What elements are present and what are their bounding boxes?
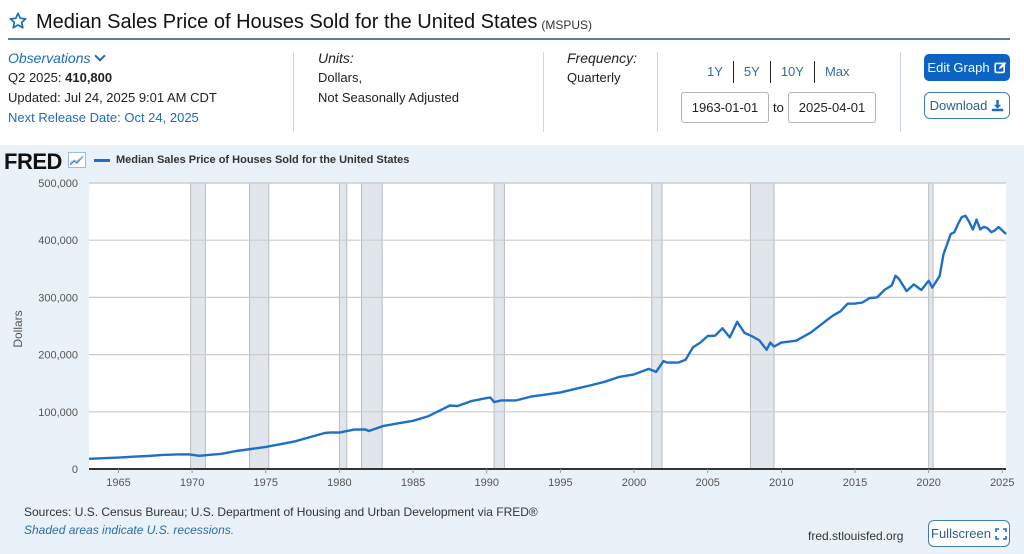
- latest-value: 410,800: [65, 70, 113, 85]
- range-1y[interactable]: 1Y: [707, 64, 723, 79]
- recession-band: [361, 182, 383, 470]
- range-shortcuts: 1Y 5Y 10Y Max: [697, 61, 860, 83]
- divider: [293, 52, 294, 132]
- y-tick-label: 500,000: [38, 178, 78, 190]
- recession-band: [493, 182, 505, 470]
- divider: [813, 61, 815, 83]
- recession-band: [338, 182, 348, 470]
- x-tick-label: 2025: [990, 477, 1014, 489]
- units-line-2: Not Seasonally Adjusted: [318, 90, 459, 105]
- x-tick-label: 1995: [548, 477, 572, 489]
- x-tick-label: 1985: [401, 477, 425, 489]
- edit-graph-label: Edit Graph: [927, 60, 990, 75]
- fullscreen-button[interactable]: Fullscreen: [928, 520, 1010, 547]
- fullscreen-icon: [995, 527, 1007, 540]
- chevron-down-icon: [94, 50, 107, 62]
- y-tick-label: 400,000: [38, 235, 78, 247]
- y-tick-label: 0: [72, 464, 78, 476]
- download-button[interactable]: Download: [924, 92, 1010, 119]
- plot-background: [89, 183, 1006, 469]
- legend-swatch: [94, 158, 110, 162]
- chart-panel: FRED Median Sales Price of Houses Sold f…: [0, 145, 1024, 554]
- divider: [900, 52, 901, 132]
- next-release-link[interactable]: Next Release Date: Oct 24, 2025: [8, 110, 199, 125]
- frequency-label: Frequency:: [567, 50, 638, 66]
- updated-text: Updated: Jul 24, 2025 9:01 AM CDT: [8, 90, 217, 105]
- latest-period: Q2 2025:: [8, 70, 62, 85]
- download-label: Download: [929, 98, 988, 113]
- series-metadata: Observations Q2 2025: 410,800 Updated: J…: [0, 50, 1024, 134]
- series-code: (MSPUS): [541, 17, 593, 32]
- sources-text: Sources: U.S. Census Bureau; U.S. Depart…: [24, 505, 538, 519]
- edit-graph-button[interactable]: Edit Graph: [924, 54, 1010, 81]
- line-chart: 0 100,000 200,000 300,000 400,000 500,000 196…: [11, 178, 1015, 489]
- observations-column: Observations Q2 2025: 410,800 Updated: J…: [8, 50, 217, 130]
- units-column: Units: Dollars, Not Seasonally Adjusted: [318, 50, 459, 110]
- frequency-value: Quarterly: [567, 70, 621, 85]
- x-tick-label: 1965: [106, 477, 130, 489]
- recession-band: [928, 182, 934, 470]
- range-10y[interactable]: 10Y: [780, 64, 804, 79]
- x-tick-label: 1990: [474, 477, 498, 489]
- to-label: to: [773, 100, 784, 115]
- chart-legend: Median Sales Price of Houses Sold for th…: [94, 154, 409, 166]
- range-5y[interactable]: 5Y: [743, 64, 760, 79]
- divider: [543, 52, 544, 132]
- x-tick-label: 1970: [180, 477, 204, 489]
- y-tick-label: 200,000: [38, 350, 78, 362]
- edit-icon: [993, 61, 1006, 74]
- recession-band: [249, 182, 270, 470]
- recession-band: [651, 182, 663, 470]
- x-tick-label: 2000: [622, 477, 646, 489]
- star-outline-icon[interactable]: [8, 11, 28, 31]
- page-title: Median Sales Price of Houses Sold for th…: [36, 10, 538, 33]
- recession-note: Shaded areas indicate U.S. recessions.: [24, 523, 235, 537]
- fred-logo: FRED: [4, 149, 62, 174]
- units-line-1: Dollars,: [318, 70, 363, 85]
- fullscreen-label: Fullscreen: [931, 526, 991, 541]
- x-tick-label: 2020: [916, 477, 940, 489]
- divider: [732, 61, 734, 83]
- end-date-input[interactable]: 2025-04-01: [788, 92, 876, 123]
- y-tick-label: 300,000: [38, 292, 78, 304]
- y-tick-label: 100,000: [38, 407, 78, 419]
- divider: [657, 52, 658, 132]
- observations-label: Observations: [8, 50, 91, 66]
- series-line: [88, 214, 1007, 460]
- x-tick-label: 1980: [327, 477, 351, 489]
- latest-observation: Q2 2025: 410,800: [8, 70, 217, 86]
- x-tick-label: 2015: [843, 477, 867, 489]
- download-icon: [992, 99, 1004, 112]
- x-tick-label: 2010: [769, 477, 793, 489]
- start-date-input[interactable]: 1963-01-01: [681, 92, 769, 123]
- legend-label: Median Sales Price of Houses Sold for th…: [116, 154, 410, 166]
- title-bar: Median Sales Price of Houses Sold for th…: [8, 6, 1010, 40]
- observations-toggle[interactable]: Observations: [8, 50, 217, 66]
- range-max[interactable]: Max: [824, 64, 850, 79]
- chart-line-icon: [68, 152, 86, 168]
- recession-band: [190, 182, 206, 470]
- recession-band: [749, 182, 775, 470]
- x-tick-label: 1975: [254, 477, 278, 489]
- divider: [769, 61, 771, 83]
- units-label: Units:: [318, 50, 354, 66]
- site-url[interactable]: fred.stlouisfed.org: [808, 529, 904, 543]
- frequency-column: Frequency: Quarterly: [567, 50, 637, 90]
- x-tick-label: 2005: [695, 477, 719, 489]
- y-axis-label: Dollars: [11, 310, 25, 347]
